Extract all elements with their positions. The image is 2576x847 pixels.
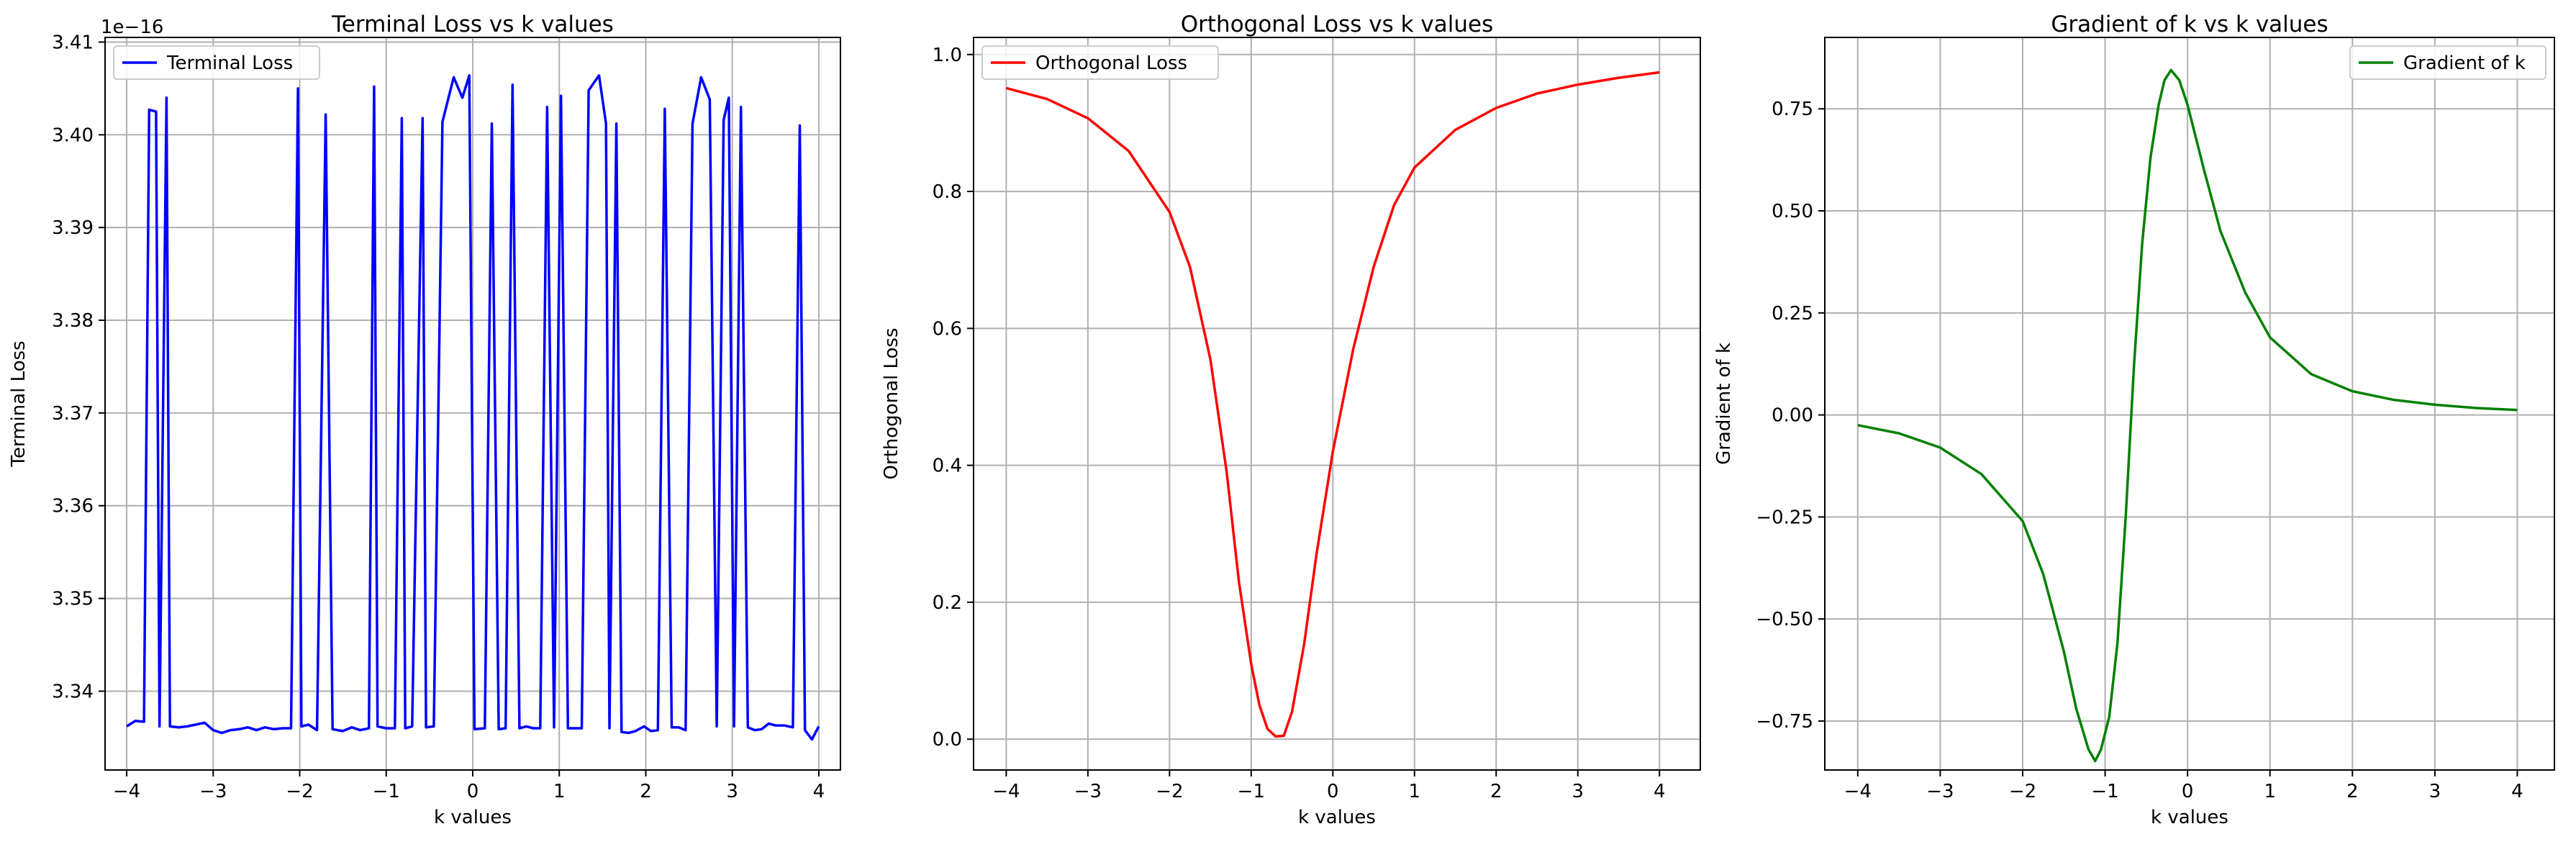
chart-title: Orthogonal Loss vs k values	[1181, 12, 1494, 37]
x-tick-label: −3	[1074, 781, 1102, 802]
x-tick-label: 3	[1572, 781, 1584, 802]
x-tick-label: −4	[1844, 781, 1872, 802]
x-tick-label: 0	[467, 781, 479, 802]
subplot-3: −4 −3 −2 −1 0 1 2 3 4 −0.75 −0.50 −0.25 0.00 0.25 0.50…	[1713, 12, 2555, 828]
y-tick-label: 3.35	[52, 589, 94, 610]
series-line-1	[1857, 68, 2518, 763]
x-tick-label: 2	[640, 781, 652, 802]
y-tick-label: 0.6	[933, 318, 962, 340]
x-tick-label: 0	[1327, 781, 1339, 802]
x-tick-label: −4	[992, 781, 1020, 802]
y-tick-label: −0.50	[1756, 609, 1813, 630]
legend: Gradient of k	[2349, 45, 2546, 80]
x-tick-label: 4	[813, 781, 825, 802]
y-tick-label: 0.0	[933, 729, 962, 751]
y-tick-label: 0.2	[933, 592, 962, 614]
y-tick-label: 3.41	[52, 32, 94, 53]
y-tick-label: 0.50	[1772, 201, 1813, 222]
legend-label: Terminal Loss	[166, 53, 293, 74]
y-offset-label: 1e−16	[101, 17, 163, 38]
y-tick-label: 0.8	[933, 181, 962, 203]
x-tick-label: 1	[2264, 781, 2276, 802]
y-tick-label: 3.40	[52, 124, 94, 146]
y-tick-label: 0.25	[1772, 303, 1813, 325]
y-axis-label: Gradient of k	[1713, 343, 1735, 465]
legend-box	[2349, 45, 2546, 80]
x-tick-label: −2	[1156, 781, 1183, 802]
y-tick-label: 3.34	[52, 681, 94, 702]
plot-frame	[1824, 37, 2555, 771]
x-tick-label: −2	[2009, 781, 2036, 802]
x-tick-label: −1	[373, 781, 400, 802]
series-line-1	[1005, 71, 1660, 738]
chart-title: Terminal Loss vs k values	[331, 12, 614, 37]
y-axis-label: Orthogonal Loss	[881, 327, 902, 479]
plot-frame	[973, 37, 1701, 771]
x-tick-label: −2	[286, 781, 313, 802]
y-tick-label: 0.75	[1772, 99, 1813, 120]
x-tick-label: −1	[1238, 781, 1265, 802]
legend-box	[981, 45, 1219, 80]
legend-label: Gradient of k	[2403, 53, 2526, 74]
subplot-1: −4 −3 −2 −1 0 1 2 3 4 3.34 3.35 3.36 3.37 3.38 3.39 3.4…	[8, 12, 841, 828]
y-axis-label: Terminal Loss	[8, 340, 30, 467]
legend: Terminal Loss	[113, 45, 320, 80]
legend: Orthogonal Loss	[981, 45, 1219, 80]
x-tick-label: 4	[2511, 781, 2523, 802]
y-tick-label: −0.25	[1756, 507, 1813, 528]
chart-title: Gradient of k vs k values	[2051, 12, 2328, 37]
x-tick-label: −3	[199, 781, 227, 802]
y-tick-label: 3.39	[52, 217, 94, 239]
x-tick-label: 4	[1654, 781, 1666, 802]
x-tick-label: −4	[113, 781, 140, 802]
x-tick-label: 3	[726, 781, 738, 802]
x-tick-label: −1	[2091, 781, 2118, 802]
y-tick-label: 3.36	[52, 496, 94, 517]
x-tick-label: 0	[2182, 781, 2194, 802]
x-tick-label: 1	[553, 781, 566, 802]
x-tick-label: 3	[2429, 781, 2441, 802]
y-tick-label: 1.0	[933, 45, 962, 66]
x-axis-label: k values	[1298, 807, 1376, 828]
x-tick-label: 1	[1409, 781, 1421, 802]
x-tick-label: 2	[2346, 781, 2359, 802]
y-tick-label: 3.38	[52, 310, 94, 332]
legend-label: Orthogonal Loss	[1035, 53, 1187, 74]
x-axis-label: k values	[434, 807, 512, 828]
legend-box	[113, 45, 320, 80]
y-tick-label: 0.4	[933, 456, 962, 477]
y-tick-label: 3.37	[52, 403, 94, 425]
x-tick-label: 2	[1490, 781, 1502, 802]
x-axis-label: k values	[2151, 807, 2228, 828]
y-tick-label: 0.00	[1772, 405, 1813, 427]
subplot-2: −4 −3 −2 −1 0 1 2 3 4 0.0 0.2 0.4 0.6 0.8 1.0 Orthogona…	[881, 12, 1701, 828]
x-tick-label: −3	[1926, 781, 1954, 802]
y-tick-label: −0.75	[1756, 711, 1813, 733]
series-line-1	[126, 74, 820, 741]
